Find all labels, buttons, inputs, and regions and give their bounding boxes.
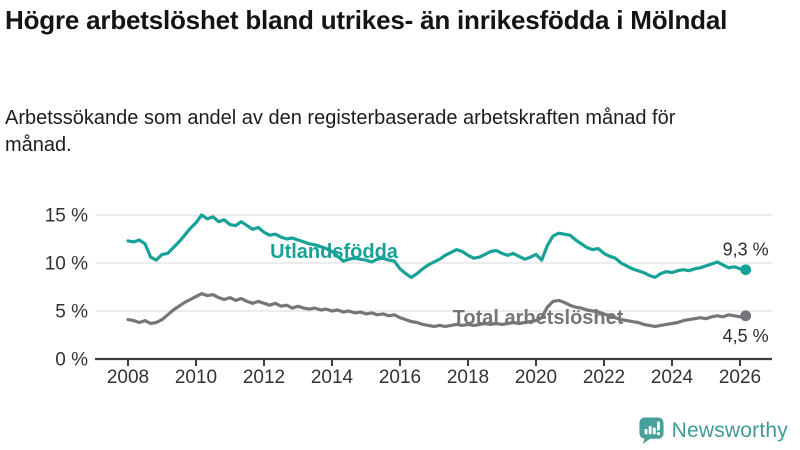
series-label-total-arbetsloshet: Total arbetslöshet xyxy=(453,307,624,329)
y-axis-tick-label: 0 % xyxy=(55,350,88,371)
x-axis-tick-label: 2020 xyxy=(515,367,557,388)
series-end-dot-total-arbetsloshet xyxy=(740,310,752,322)
series-line-utlandsfodda xyxy=(126,213,748,279)
page-subtitle: Arbetssökande som andel av den registerb… xyxy=(5,107,676,156)
series-value-label-utlandsfodda: 9,3 % xyxy=(723,240,769,260)
page-title: Högre arbetslöshet bland utrikes- än inr… xyxy=(5,5,728,35)
chart-header: Högre arbetslöshet bland utrikes- än inr… xyxy=(5,5,727,36)
series-end-dot-utlandsfodda xyxy=(740,264,752,276)
x-axis-tick-label: 2018 xyxy=(447,367,489,388)
series-value-label-total-arbetsloshet: 4,5 % xyxy=(723,326,769,346)
series-label-utlandsfodda: Utlandsfödda xyxy=(270,241,399,263)
brand-name: Newsworthy xyxy=(671,418,788,442)
x-axis-tick-label: 2014 xyxy=(311,367,354,388)
y-axis-tick-label: 5 % xyxy=(55,302,88,323)
x-axis-tick-label: 2008 xyxy=(107,367,149,388)
x-axis-tick-label: 2024 xyxy=(651,367,694,388)
series-line-total-arbetsloshet xyxy=(126,292,748,328)
x-axis-tick-label: 2016 xyxy=(379,367,421,388)
x-axis-tick-label: 2012 xyxy=(243,367,285,388)
brand-logo: Newsworthy xyxy=(638,416,788,445)
y-axis-tick-label: 15 % xyxy=(45,206,88,227)
newsworthy-logo-icon xyxy=(639,417,664,444)
x-axis-tick-label: 2010 xyxy=(175,367,217,388)
x-axis-tick-label: 2026 xyxy=(719,367,761,388)
y-axis-tick-label: 10 % xyxy=(45,254,88,275)
x-axis-tick-label: 2022 xyxy=(583,367,625,388)
